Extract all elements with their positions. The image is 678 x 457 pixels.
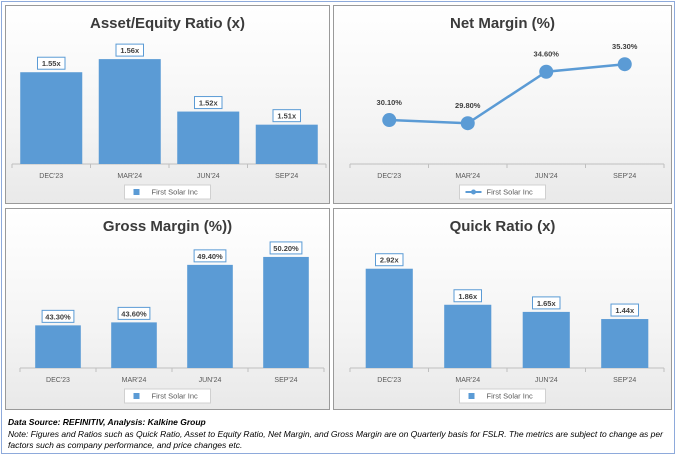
chart-title: Gross Margin (%))	[103, 218, 232, 235]
svg-text:35.30%: 35.30%	[612, 42, 638, 51]
svg-text:43.30%: 43.30%	[45, 312, 71, 321]
footer-note: Data Source: REFINITIV, Analysis: Kalkin…	[8, 417, 672, 452]
x-tick-label: MAR'24	[455, 173, 480, 180]
svg-text:2.92x: 2.92x	[380, 256, 400, 265]
svg-text:1.52x: 1.52x	[199, 99, 219, 108]
series-line	[389, 62, 625, 125]
net-margin-chart-panel: Net Margin (%) DEC'23 MAR'24 JUN'24 SEP'24 30…	[333, 5, 672, 204]
chart-title: Quick Ratio (x)	[450, 218, 556, 235]
svg-text:First Solar Inc: First Solar Inc	[487, 188, 534, 197]
data-label: 1.56x	[115, 43, 144, 57]
svg-text:30.10%: 30.10%	[377, 98, 403, 107]
bar-jun-24	[187, 264, 233, 368]
net-margin-chart-svg: Net Margin (%) DEC'23 MAR'24 JUN'24 SEP'24 30…	[349, 15, 665, 200]
x-tick-label: SEP'24	[613, 377, 636, 384]
data-label: 1.86x	[453, 289, 482, 303]
x-tick-label: DEC'23	[377, 377, 401, 384]
bar-jun-24	[522, 311, 570, 368]
data-label: 50.20%	[269, 241, 303, 255]
x-tick-label: DEC'23	[377, 173, 401, 180]
bar-sep-24	[263, 256, 309, 368]
svg-text:1.55x: 1.55x	[42, 59, 62, 68]
svg-text:First Solar Inc: First Solar Inc	[487, 392, 534, 401]
x-tick-label: JUN'24	[199, 377, 222, 384]
svg-text:1.86x: 1.86x	[458, 292, 478, 301]
data-label: 34.60%	[534, 50, 560, 59]
data-label: 1.65x	[532, 296, 561, 310]
methodology-note-text: Note: Figures and Ratios such as Quick R…	[8, 428, 663, 451]
svg-text:1.44x: 1.44x	[615, 306, 635, 315]
x-tick-label: MAR'24	[117, 173, 142, 180]
svg-text:1.51x: 1.51x	[277, 112, 297, 121]
x-tick-label: DEC'23	[39, 173, 63, 180]
point-mar-24	[460, 116, 475, 131]
chart-legend: First Solar Inc	[459, 388, 546, 404]
point-dec-23	[382, 113, 397, 128]
data-label: 2.92x	[375, 253, 404, 267]
bar-mar-24	[111, 322, 157, 368]
x-tick-label: JUN'24	[197, 173, 220, 180]
x-tick-label: SEP'24	[274, 377, 297, 384]
svg-text:49.40%: 49.40%	[197, 252, 223, 261]
gross-margin-chart-svg: Gross Margin (%)) DEC'23 MAR'24 JUN'24 SEP'2…	[19, 218, 325, 404]
svg-text:50.20%: 50.20%	[273, 244, 299, 253]
chart-legend: First Solar Inc	[459, 184, 546, 200]
data-label: 35.30%	[612, 42, 638, 51]
quick-ratio-chart-svg: Quick Ratio (x) DEC'23 MAR'24 JUN'24 SEP'24 2…	[349, 218, 665, 404]
chart-legend: First Solar Inc	[124, 388, 211, 404]
chart-legend: First Solar Inc	[124, 184, 211, 200]
x-tick-label: SEP'24	[275, 173, 298, 180]
gross-margin-chart-panel: Gross Margin (%)) DEC'23 MAR'24 JUN'24 SEP'2…	[5, 208, 330, 410]
bar-mar-24	[444, 304, 492, 368]
data-label: 1.44x	[610, 303, 639, 317]
x-tick-label: SEP'24	[613, 173, 636, 180]
bar-jun-24	[177, 111, 240, 164]
x-tick-label: MAR'24	[455, 377, 480, 384]
data-label: 29.80%	[455, 101, 481, 110]
bar-sep-24	[601, 319, 649, 368]
point-jun-24	[539, 64, 554, 79]
data-label: 1.52x	[194, 96, 223, 110]
svg-text:First Solar Inc: First Solar Inc	[152, 392, 199, 401]
svg-text:29.80%: 29.80%	[455, 101, 481, 110]
data-label: 49.40%	[193, 249, 227, 263]
svg-text:1.56x: 1.56x	[120, 46, 140, 55]
asset-equity-chart-svg: Asset/Equity Ratio (x) DEC'23 MAR'24 JUN'24…	[11, 15, 327, 200]
bar-dec-23	[365, 268, 413, 368]
x-tick-label: DEC'23	[46, 377, 70, 384]
bar-dec-23	[20, 72, 83, 164]
bar-mar-24	[98, 59, 161, 164]
data-source-text: Data Source: REFINITIV, Analysis: Kalkin…	[8, 417, 206, 427]
bar-sep-24	[255, 124, 318, 164]
data-label: 1.51x	[272, 109, 301, 123]
bar-dec-23	[35, 325, 81, 368]
x-tick-label: JUN'24	[535, 173, 558, 180]
svg-text:1.65x: 1.65x	[537, 299, 557, 308]
asset-equity-chart-panel: Asset/Equity Ratio (x) DEC'23 MAR'24 JUN'24…	[5, 5, 330, 204]
svg-text:First Solar Inc: First Solar Inc	[152, 188, 199, 197]
x-tick-label: MAR'24	[122, 377, 147, 384]
svg-text:34.60%: 34.60%	[534, 50, 560, 59]
svg-text:43.60%: 43.60%	[121, 309, 147, 318]
chart-title: Asset/Equity Ratio (x)	[90, 15, 245, 32]
x-tick-label: JUN'24	[535, 377, 558, 384]
data-label: 1.55x	[37, 56, 66, 70]
data-label: 30.10%	[377, 98, 403, 107]
quick-ratio-chart-panel: Quick Ratio (x) DEC'23 MAR'24 JUN'24 SEP'24 2…	[333, 208, 672, 410]
chart-title: Net Margin (%)	[450, 15, 555, 32]
point-sep-24	[617, 57, 632, 72]
data-label: 43.30%	[41, 309, 75, 323]
data-label: 43.60%	[117, 306, 151, 320]
